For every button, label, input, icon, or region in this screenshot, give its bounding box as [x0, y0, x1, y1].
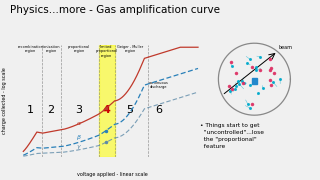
- Bar: [252, 78, 257, 84]
- Text: recombination
region: recombination region: [18, 45, 44, 53]
- Text: $\alpha$: $\alpha$: [76, 120, 82, 127]
- Text: ionisation
region: ionisation region: [42, 45, 60, 53]
- Text: 3: 3: [75, 105, 82, 115]
- Text: 5: 5: [126, 105, 133, 115]
- Text: charge collected - log scale: charge collected - log scale: [2, 68, 7, 134]
- Text: 4: 4: [102, 105, 110, 115]
- Text: proportional
region: proportional region: [68, 45, 90, 53]
- Text: Geiger - Muller
region: Geiger - Muller region: [117, 45, 143, 53]
- Text: beam: beam: [279, 45, 293, 50]
- Text: $\gamma$: $\gamma$: [76, 143, 82, 151]
- Text: voltage applied - linear scale: voltage applied - linear scale: [76, 172, 148, 177]
- Text: limited
proportional
region: limited proportional region: [95, 45, 117, 58]
- Text: Physics...more - Gas amplification curve: Physics...more - Gas amplification curve: [10, 5, 220, 15]
- Text: continuous
discharge: continuous discharge: [149, 81, 169, 89]
- Text: 2: 2: [47, 105, 55, 115]
- Text: $\beta$: $\beta$: [76, 133, 82, 142]
- Bar: [99, 45, 115, 157]
- Text: • Things start to get
  "uncontrolled"...lose
  the "proportional"
  feature: • Things start to get "uncontrolled"...l…: [200, 123, 264, 149]
- Text: 1: 1: [27, 105, 34, 115]
- Text: 6: 6: [155, 105, 162, 115]
